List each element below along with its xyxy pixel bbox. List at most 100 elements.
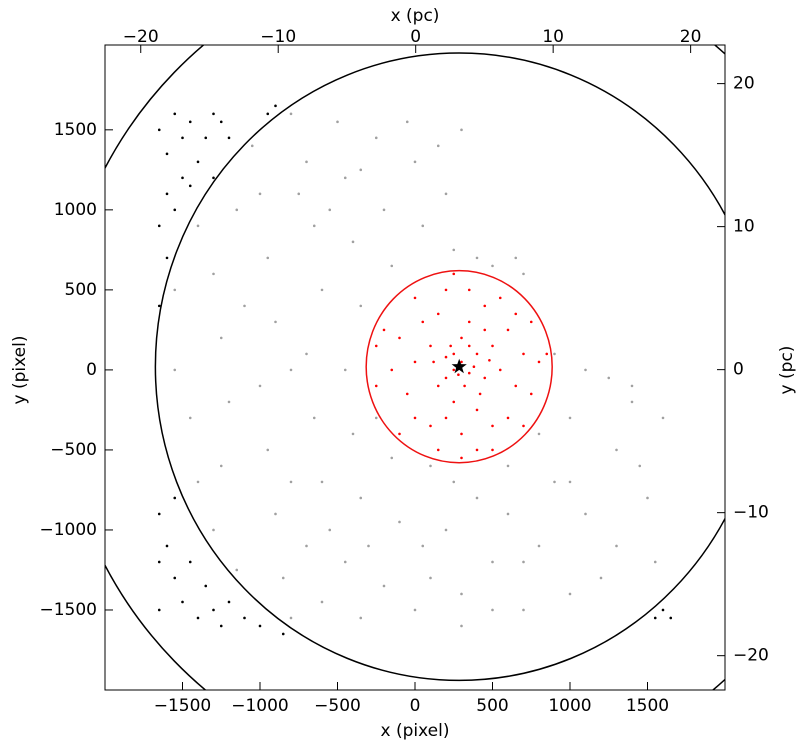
point (188, 120, 192, 124)
point (359, 304, 363, 308)
point (266, 256, 270, 260)
point (429, 424, 432, 428)
point (382, 328, 386, 332)
point (413, 360, 417, 364)
point (196, 480, 200, 484)
point (227, 136, 231, 140)
point (390, 456, 394, 460)
point (661, 608, 665, 612)
point (212, 608, 215, 612)
axes-frame (104, 44, 726, 691)
point (196, 160, 200, 164)
y2-tick-label: 10 (733, 217, 755, 237)
point (478, 392, 482, 396)
x2-tick-label: −20 (123, 27, 159, 47)
point (506, 512, 510, 516)
point (514, 312, 518, 316)
point (212, 272, 215, 276)
point (390, 368, 394, 372)
point (452, 352, 456, 356)
point (173, 112, 177, 116)
point (351, 240, 355, 244)
point (537, 544, 541, 548)
point (498, 296, 502, 300)
point (537, 360, 541, 364)
point (173, 576, 177, 580)
point (537, 432, 541, 436)
point (553, 480, 556, 484)
point (305, 160, 308, 164)
point (653, 560, 657, 564)
y-tick-label: −1500 (39, 600, 97, 620)
point (429, 344, 432, 348)
point (488, 358, 491, 362)
point (328, 528, 332, 532)
point (165, 544, 169, 548)
circle-boundary (105, 45, 725, 690)
point (514, 384, 518, 388)
point (436, 384, 440, 388)
point (506, 464, 510, 468)
point (382, 584, 386, 588)
circle-boundary (154, 52, 725, 682)
point (165, 256, 169, 260)
point (235, 568, 239, 572)
point (529, 320, 533, 324)
point (421, 320, 425, 324)
x-tick-label: 500 (476, 696, 508, 716)
point (266, 448, 270, 452)
circle-boundary (365, 269, 553, 464)
y2-tick-label: −20 (733, 646, 769, 666)
point (305, 352, 308, 356)
point (227, 600, 231, 604)
point (553, 352, 556, 356)
point (165, 152, 169, 156)
point (281, 576, 285, 580)
point (444, 355, 448, 359)
point (475, 256, 479, 260)
point (607, 376, 611, 380)
point (266, 112, 270, 116)
point (227, 400, 231, 404)
point (436, 312, 440, 316)
point (491, 344, 494, 348)
point (181, 176, 184, 180)
point (444, 376, 448, 380)
point (472, 365, 476, 368)
point (382, 208, 386, 212)
point (460, 456, 463, 460)
point (374, 136, 378, 140)
point (274, 104, 277, 108)
y-axis-label: y (pixel) (10, 336, 30, 405)
star-marker (451, 358, 467, 374)
point (444, 416, 448, 420)
point (289, 112, 293, 116)
point (173, 368, 177, 372)
point (568, 480, 572, 484)
point (413, 608, 417, 612)
point (274, 512, 277, 516)
point (452, 480, 456, 484)
point (421, 224, 425, 228)
point (157, 608, 161, 612)
point (522, 608, 525, 612)
point (506, 328, 510, 332)
point (320, 600, 324, 604)
point (312, 416, 316, 420)
point (351, 432, 355, 436)
point (243, 304, 246, 308)
point (669, 616, 673, 620)
point (173, 208, 177, 212)
point (436, 448, 440, 452)
point (212, 176, 215, 180)
point (457, 373, 460, 377)
point (449, 344, 452, 348)
point (243, 616, 246, 620)
point (491, 424, 494, 428)
point (157, 512, 161, 516)
point (529, 392, 533, 396)
point (188, 184, 192, 188)
point (467, 320, 471, 324)
x-tick-label: 1500 (626, 696, 669, 716)
